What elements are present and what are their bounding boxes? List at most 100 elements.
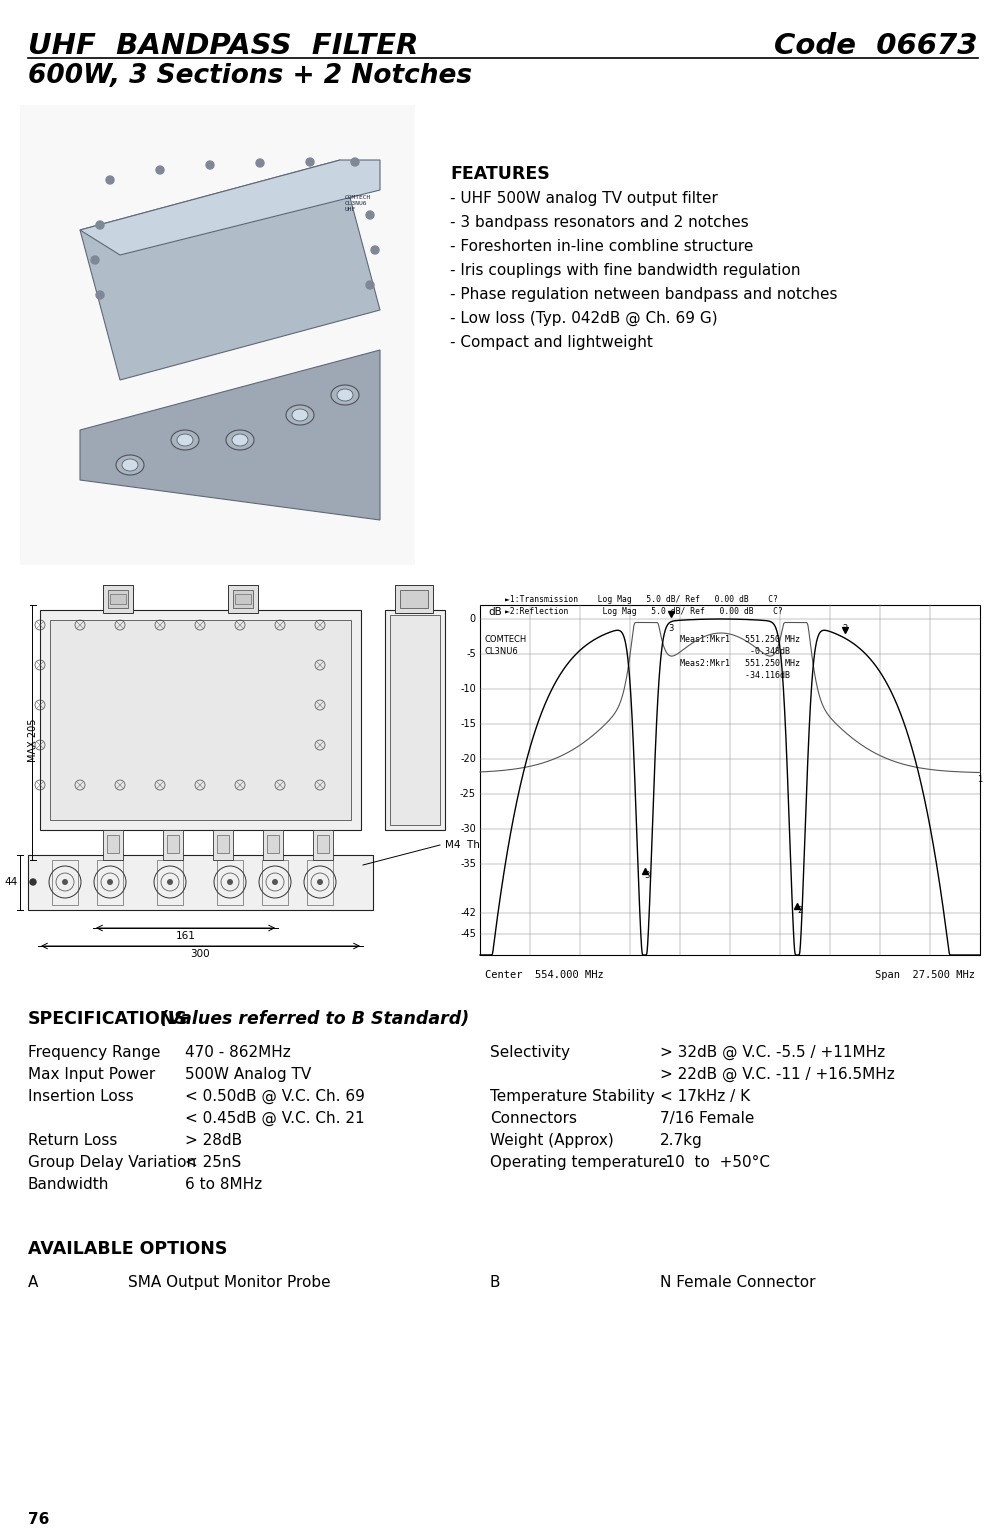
Ellipse shape bbox=[122, 459, 137, 472]
Circle shape bbox=[371, 246, 378, 254]
Text: - UHF 500W analog TV output filter: - UHF 500W analog TV output filter bbox=[449, 191, 717, 207]
Text: < 0.45dB @ V.C. Ch. 21: < 0.45dB @ V.C. Ch. 21 bbox=[185, 1112, 364, 1127]
Ellipse shape bbox=[337, 389, 353, 401]
Text: - 3 bandpass resonators and 2 notches: - 3 bandpass resonators and 2 notches bbox=[449, 214, 748, 230]
Text: -25: -25 bbox=[459, 788, 475, 799]
Text: Weight (Approx): Weight (Approx) bbox=[489, 1133, 613, 1148]
Text: A: A bbox=[28, 1275, 38, 1291]
Text: Connectors: Connectors bbox=[489, 1112, 577, 1125]
Polygon shape bbox=[80, 161, 379, 380]
Text: SPECIFICATIONS: SPECIFICATIONS bbox=[28, 1010, 188, 1027]
Circle shape bbox=[227, 879, 233, 885]
Circle shape bbox=[30, 879, 36, 885]
Text: 44: 44 bbox=[5, 877, 18, 886]
Text: - Low loss (Typ. 042dB @ Ch. 69 G): - Low loss (Typ. 042dB @ Ch. 69 G) bbox=[449, 311, 717, 326]
Bar bbox=[40, 609, 361, 830]
Text: -30: -30 bbox=[459, 824, 475, 834]
Text: FEATURES: FEATURES bbox=[449, 165, 550, 184]
Circle shape bbox=[166, 879, 173, 885]
Text: 2: 2 bbox=[842, 625, 847, 632]
Circle shape bbox=[256, 159, 264, 167]
Text: B: B bbox=[489, 1275, 500, 1291]
Text: -5: -5 bbox=[465, 649, 475, 658]
Text: Bandwidth: Bandwidth bbox=[28, 1177, 109, 1193]
Text: Span  27.500 MHz: Span 27.500 MHz bbox=[875, 971, 974, 980]
Text: 3: 3 bbox=[644, 871, 649, 880]
Text: - Phase regulation netween bandpass and notches: - Phase regulation netween bandpass and … bbox=[449, 286, 837, 302]
Text: M4  Thr.: M4 Thr. bbox=[444, 841, 486, 850]
Circle shape bbox=[366, 211, 374, 219]
Ellipse shape bbox=[286, 406, 314, 426]
Text: -45: -45 bbox=[459, 929, 475, 939]
Text: -42: -42 bbox=[459, 908, 475, 919]
Bar bbox=[235, 594, 251, 605]
Text: Insertion Loss: Insertion Loss bbox=[28, 1089, 133, 1104]
Text: -35: -35 bbox=[459, 859, 475, 870]
Bar bbox=[97, 860, 123, 905]
Text: < 25nS: < 25nS bbox=[185, 1154, 241, 1170]
Circle shape bbox=[272, 879, 278, 885]
Bar bbox=[156, 860, 183, 905]
Text: -10  to  +50°C: -10 to +50°C bbox=[659, 1154, 769, 1170]
Bar bbox=[317, 834, 329, 853]
Text: 2.7kg: 2.7kg bbox=[659, 1133, 702, 1148]
Bar bbox=[394, 585, 432, 612]
Text: SMA Output Monitor Probe: SMA Output Monitor Probe bbox=[127, 1275, 330, 1291]
Circle shape bbox=[317, 879, 323, 885]
Text: UHF  BANDPASS  FILTER: UHF BANDPASS FILTER bbox=[28, 32, 418, 60]
Text: AVAILABLE OPTIONS: AVAILABLE OPTIONS bbox=[28, 1240, 227, 1258]
Text: ►1:Transmission    Log Mag   5.0 dB/ Ref   0.00 dB    C?: ►1:Transmission Log Mag 5.0 dB/ Ref 0.00… bbox=[505, 596, 777, 605]
Bar bbox=[162, 830, 183, 860]
Circle shape bbox=[366, 282, 374, 289]
Text: 2: 2 bbox=[796, 906, 801, 916]
Text: N Female Connector: N Female Connector bbox=[659, 1275, 814, 1291]
Ellipse shape bbox=[331, 384, 359, 406]
Text: 470 - 862MHz: 470 - 862MHz bbox=[185, 1046, 291, 1059]
Circle shape bbox=[91, 256, 99, 263]
Bar bbox=[267, 834, 279, 853]
Text: 7/16 Female: 7/16 Female bbox=[659, 1112, 753, 1125]
Bar bbox=[263, 830, 283, 860]
Text: 6 to 8MHz: 6 to 8MHz bbox=[185, 1177, 262, 1193]
Text: Operating temperature: Operating temperature bbox=[489, 1154, 667, 1170]
Ellipse shape bbox=[226, 430, 254, 450]
Text: MAX 205: MAX 205 bbox=[28, 718, 38, 762]
Bar bbox=[103, 830, 123, 860]
Text: Temperature Stability: Temperature Stability bbox=[489, 1089, 654, 1104]
Text: 500W Analog TV: 500W Analog TV bbox=[185, 1067, 311, 1082]
Text: 600W, 3 Sections + 2 Notches: 600W, 3 Sections + 2 Notches bbox=[28, 63, 471, 89]
Text: Meas1:Mkr1   551.250 MHz: Meas1:Mkr1 551.250 MHz bbox=[679, 635, 799, 645]
Bar bbox=[217, 834, 229, 853]
Text: COMTECH
CL3NU6
UHF: COMTECH CL3NU6 UHF bbox=[345, 194, 371, 211]
Text: - Compact and lightweight: - Compact and lightweight bbox=[449, 335, 652, 351]
Text: -0.348dB: -0.348dB bbox=[679, 648, 789, 655]
Text: 1: 1 bbox=[976, 776, 981, 784]
Circle shape bbox=[306, 158, 314, 165]
Text: < 17kHz / K: < 17kHz / K bbox=[659, 1089, 749, 1104]
Text: Max Input Power: Max Input Power bbox=[28, 1067, 155, 1082]
Text: COMTECH: COMTECH bbox=[484, 635, 527, 645]
Bar bbox=[389, 615, 439, 825]
Text: - Iris couplings with fine bandwidth regulation: - Iris couplings with fine bandwidth reg… bbox=[449, 263, 799, 279]
Bar bbox=[217, 860, 243, 905]
Text: -15: -15 bbox=[459, 720, 475, 729]
Polygon shape bbox=[80, 351, 379, 521]
Bar bbox=[103, 585, 132, 612]
Bar bbox=[52, 860, 78, 905]
Text: > 22dB @ V.C. -11 / +16.5MHz: > 22dB @ V.C. -11 / +16.5MHz bbox=[659, 1067, 894, 1082]
Text: Code  06673: Code 06673 bbox=[773, 32, 977, 60]
Bar bbox=[213, 830, 233, 860]
Circle shape bbox=[62, 879, 68, 885]
Text: dB: dB bbox=[487, 606, 502, 617]
Text: Return Loss: Return Loss bbox=[28, 1133, 117, 1148]
Text: 76: 76 bbox=[28, 1513, 49, 1526]
Circle shape bbox=[96, 220, 104, 230]
Ellipse shape bbox=[232, 433, 248, 446]
Bar bbox=[228, 585, 258, 612]
Bar bbox=[166, 834, 179, 853]
Text: -10: -10 bbox=[459, 684, 475, 694]
Circle shape bbox=[96, 291, 104, 299]
Bar bbox=[262, 860, 288, 905]
Bar bbox=[50, 620, 351, 821]
Bar bbox=[110, 594, 125, 605]
